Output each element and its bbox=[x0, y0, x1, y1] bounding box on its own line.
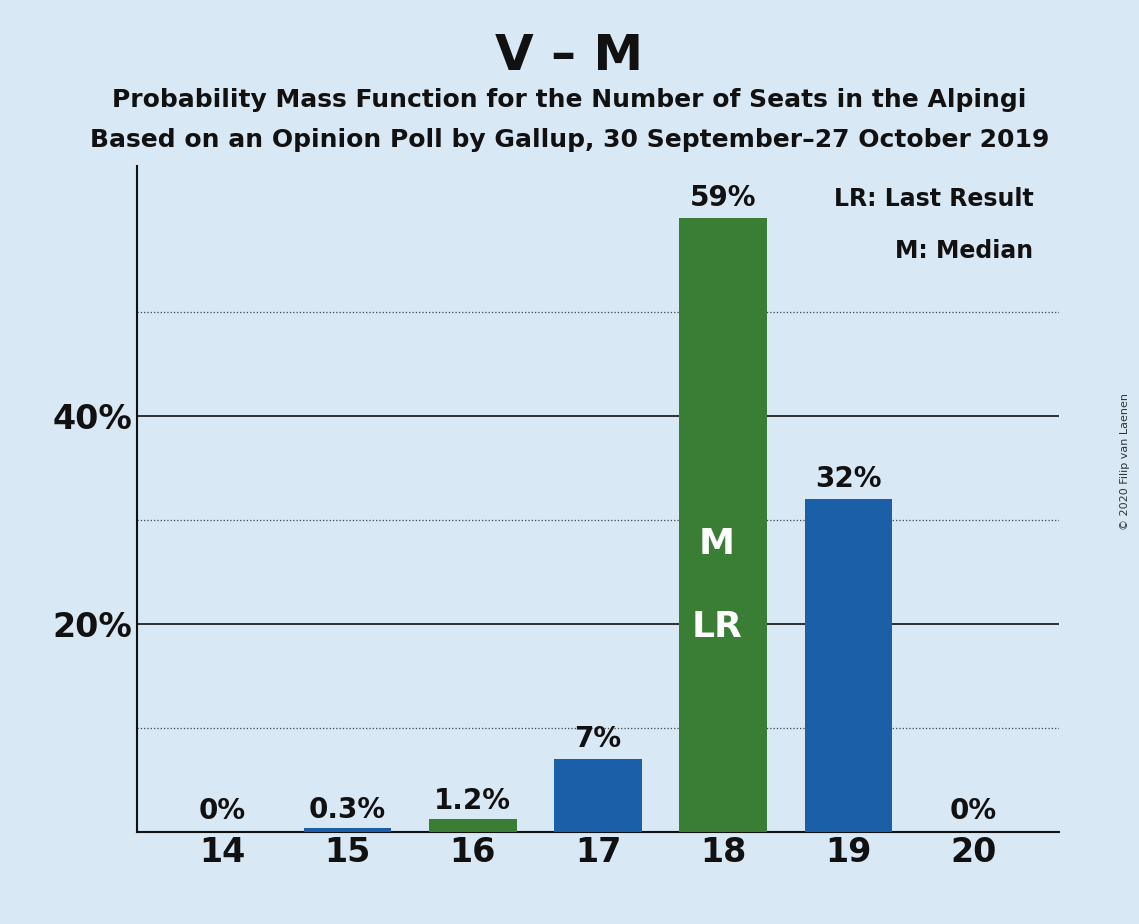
Text: 7%: 7% bbox=[574, 724, 622, 752]
Text: LR: Last Result: LR: Last Result bbox=[834, 187, 1033, 211]
Text: © 2020 Filip van Laenen: © 2020 Filip van Laenen bbox=[1121, 394, 1130, 530]
Text: 59%: 59% bbox=[690, 184, 756, 213]
Text: 0%: 0% bbox=[199, 797, 246, 825]
Text: 0%: 0% bbox=[950, 797, 997, 825]
Text: 1.2%: 1.2% bbox=[434, 787, 511, 815]
Bar bbox=[804, 499, 892, 832]
Text: LR: LR bbox=[691, 611, 743, 645]
Bar bbox=[304, 829, 392, 832]
Bar bbox=[429, 820, 517, 832]
Bar bbox=[555, 759, 641, 832]
Text: M: M bbox=[699, 528, 735, 562]
Bar bbox=[679, 218, 767, 832]
Text: Probability Mass Function for the Number of Seats in the Alpingi: Probability Mass Function for the Number… bbox=[113, 88, 1026, 112]
Text: Based on an Opinion Poll by Gallup, 30 September–27 October 2019: Based on an Opinion Poll by Gallup, 30 S… bbox=[90, 128, 1049, 152]
Text: 0.3%: 0.3% bbox=[309, 796, 386, 824]
Text: 32%: 32% bbox=[816, 465, 882, 492]
Text: V – M: V – M bbox=[495, 32, 644, 80]
Text: M: Median: M: Median bbox=[895, 239, 1033, 263]
